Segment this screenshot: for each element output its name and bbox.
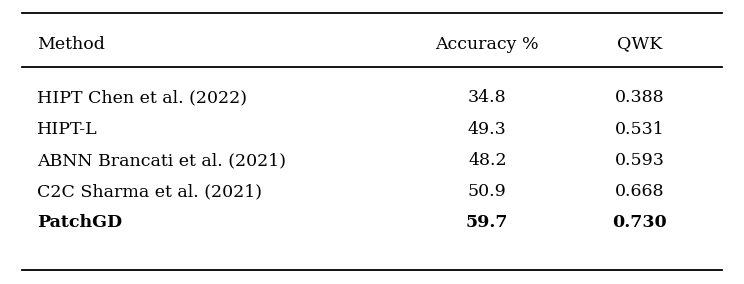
Text: C2C Sharma et al. (2021): C2C Sharma et al. (2021) (37, 183, 262, 200)
Text: PatchGD: PatchGD (37, 214, 122, 231)
Text: 48.2: 48.2 (468, 152, 507, 169)
Text: HIPT Chen et al. (2022): HIPT Chen et al. (2022) (37, 89, 247, 106)
Text: HIPT-L: HIPT-L (37, 121, 97, 138)
Text: 49.3: 49.3 (468, 121, 507, 138)
Text: 50.9: 50.9 (468, 183, 507, 200)
Text: 0.531: 0.531 (615, 121, 664, 138)
Text: 0.388: 0.388 (615, 89, 664, 106)
Text: 0.730: 0.730 (612, 214, 667, 231)
Text: ABNN Brancati et al. (2021): ABNN Brancati et al. (2021) (37, 152, 286, 169)
Text: QWK: QWK (618, 36, 662, 53)
Text: 0.668: 0.668 (615, 183, 664, 200)
Text: Method: Method (37, 36, 105, 53)
Text: 59.7: 59.7 (466, 214, 509, 231)
Text: 0.593: 0.593 (615, 152, 665, 169)
Text: 34.8: 34.8 (468, 89, 507, 106)
Text: Accuracy %: Accuracy % (435, 36, 539, 53)
